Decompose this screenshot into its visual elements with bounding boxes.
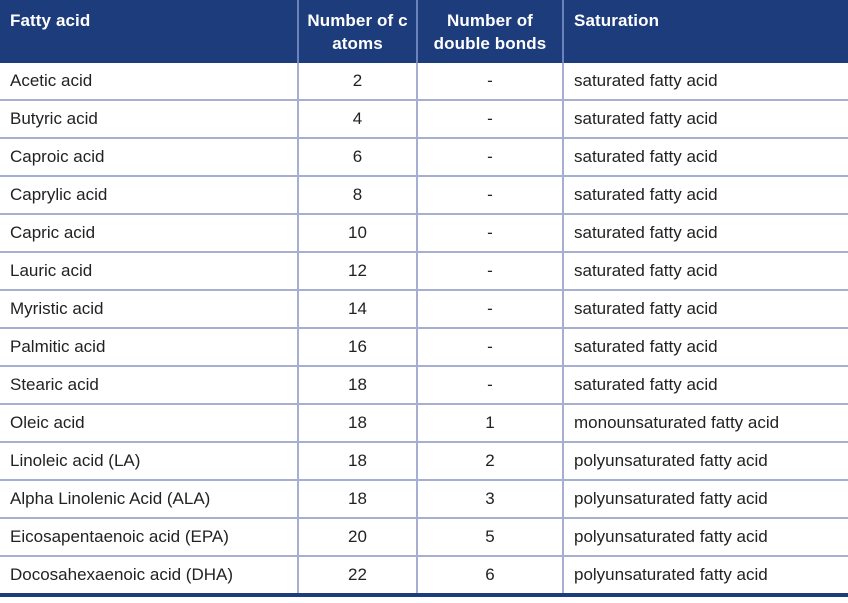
saturation-cell: saturated fatty acid [562,366,848,405]
table-row: Lauric acid 12 - saturated fatty acid [0,252,848,291]
c-atoms-cell: 12 [297,252,417,291]
double-bonds-cell: - [416,176,563,215]
fatty-acid-name-cell: Oleic acid [0,404,298,443]
c-atoms-cell: 2 [297,63,417,101]
table-row: Myristic acid 14 - saturated fatty acid [0,290,848,329]
double-bonds-cell: 5 [416,518,563,557]
double-bonds-cell: - [416,138,563,177]
c-atoms-cell: 18 [297,404,417,443]
double-bonds-cell: - [416,328,563,367]
column-header-saturation: Saturation [562,0,848,63]
saturation-cell: saturated fatty acid [562,138,848,177]
saturation-cell: saturated fatty acid [562,214,848,253]
double-bonds-cell: 2 [416,442,563,481]
fatty-acid-name-cell: Butyric acid [0,100,298,139]
column-header-double-bonds: Number of double bonds [416,0,563,63]
double-bonds-cell: - [416,290,563,329]
double-bonds-cell: 3 [416,480,563,519]
fatty-acid-name-cell: Acetic acid [0,63,298,101]
double-bonds-cell: - [416,100,563,139]
c-atoms-cell: 22 [297,556,417,595]
header-row: Fatty acid Number of c atoms Number of d… [0,0,848,63]
saturation-cell: saturated fatty acid [562,328,848,367]
saturation-cell: monounsaturated fatty acid [562,404,848,443]
c-atoms-cell: 4 [297,100,417,139]
c-atoms-cell: 18 [297,366,417,405]
c-atoms-cell: 14 [297,290,417,329]
fatty-acid-name-cell: Stearic acid [0,366,298,405]
saturation-cell: saturated fatty acid [562,176,848,215]
table-row: Eicosapentaenoic acid (EPA) 20 5 polyuns… [0,518,848,557]
table-row: Caproic acid 6 - saturated fatty acid [0,138,848,177]
table-row: Capric acid 10 - saturated fatty acid [0,214,848,253]
c-atoms-cell: 18 [297,442,417,481]
table-row: Palmitic acid 16 - saturated fatty acid [0,328,848,367]
saturation-cell: saturated fatty acid [562,100,848,139]
table-row: Oleic acid 18 1 monounsaturated fatty ac… [0,404,848,443]
double-bonds-cell: - [416,214,563,253]
table-row: Alpha Linolenic Acid (ALA) 18 3 polyunsa… [0,480,848,519]
table-row: Linoleic acid (LA) 18 2 polyunsaturated … [0,442,848,481]
c-atoms-cell: 6 [297,138,417,177]
fatty-acid-name-cell: Caproic acid [0,138,298,177]
saturation-cell: polyunsaturated fatty acid [562,442,848,481]
double-bonds-cell: - [416,63,563,101]
fatty-acid-name-cell: Capric acid [0,214,298,253]
fatty-acid-name-cell: Eicosapentaenoic acid (EPA) [0,518,298,557]
column-header-fatty-acid: Fatty acid [0,0,298,63]
column-header-c-atoms: Number of c atoms [297,0,417,63]
fatty-acid-name-cell: Docosahexaenoic acid (DHA) [0,556,298,595]
table-body: Acetic acid 2 - saturated fatty acid But… [0,63,848,595]
fatty-acid-name-cell: Lauric acid [0,252,298,291]
saturation-cell: saturated fatty acid [562,290,848,329]
saturation-cell: saturated fatty acid [562,63,848,101]
c-atoms-cell: 8 [297,176,417,215]
saturation-cell: polyunsaturated fatty acid [562,518,848,557]
table-header: Fatty acid Number of c atoms Number of d… [0,0,848,63]
fatty-acid-name-cell: Palmitic acid [0,328,298,367]
double-bonds-cell: 1 [416,404,563,443]
saturation-cell: polyunsaturated fatty acid [562,556,848,595]
table-row: Caprylic acid 8 - saturated fatty acid [0,176,848,215]
c-atoms-cell: 20 [297,518,417,557]
c-atoms-cell: 18 [297,480,417,519]
table-row: Docosahexaenoic acid (DHA) 22 6 polyunsa… [0,556,848,595]
fatty-acid-name-cell: Myristic acid [0,290,298,329]
c-atoms-cell: 16 [297,328,417,367]
double-bonds-cell: 6 [416,556,563,595]
double-bonds-cell: - [416,366,563,405]
table-row: Butyric acid 4 - saturated fatty acid [0,100,848,139]
table-row: Stearic acid 18 - saturated fatty acid [0,366,848,405]
fatty-acid-name-cell: Alpha Linolenic Acid (ALA) [0,480,298,519]
saturation-cell: saturated fatty acid [562,252,848,291]
fatty-acid-name-cell: Caprylic acid [0,176,298,215]
table-row: Acetic acid 2 - saturated fatty acid [0,63,848,101]
saturation-cell: polyunsaturated fatty acid [562,480,848,519]
c-atoms-cell: 10 [297,214,417,253]
fatty-acid-name-cell: Linoleic acid (LA) [0,442,298,481]
double-bonds-cell: - [416,252,563,291]
